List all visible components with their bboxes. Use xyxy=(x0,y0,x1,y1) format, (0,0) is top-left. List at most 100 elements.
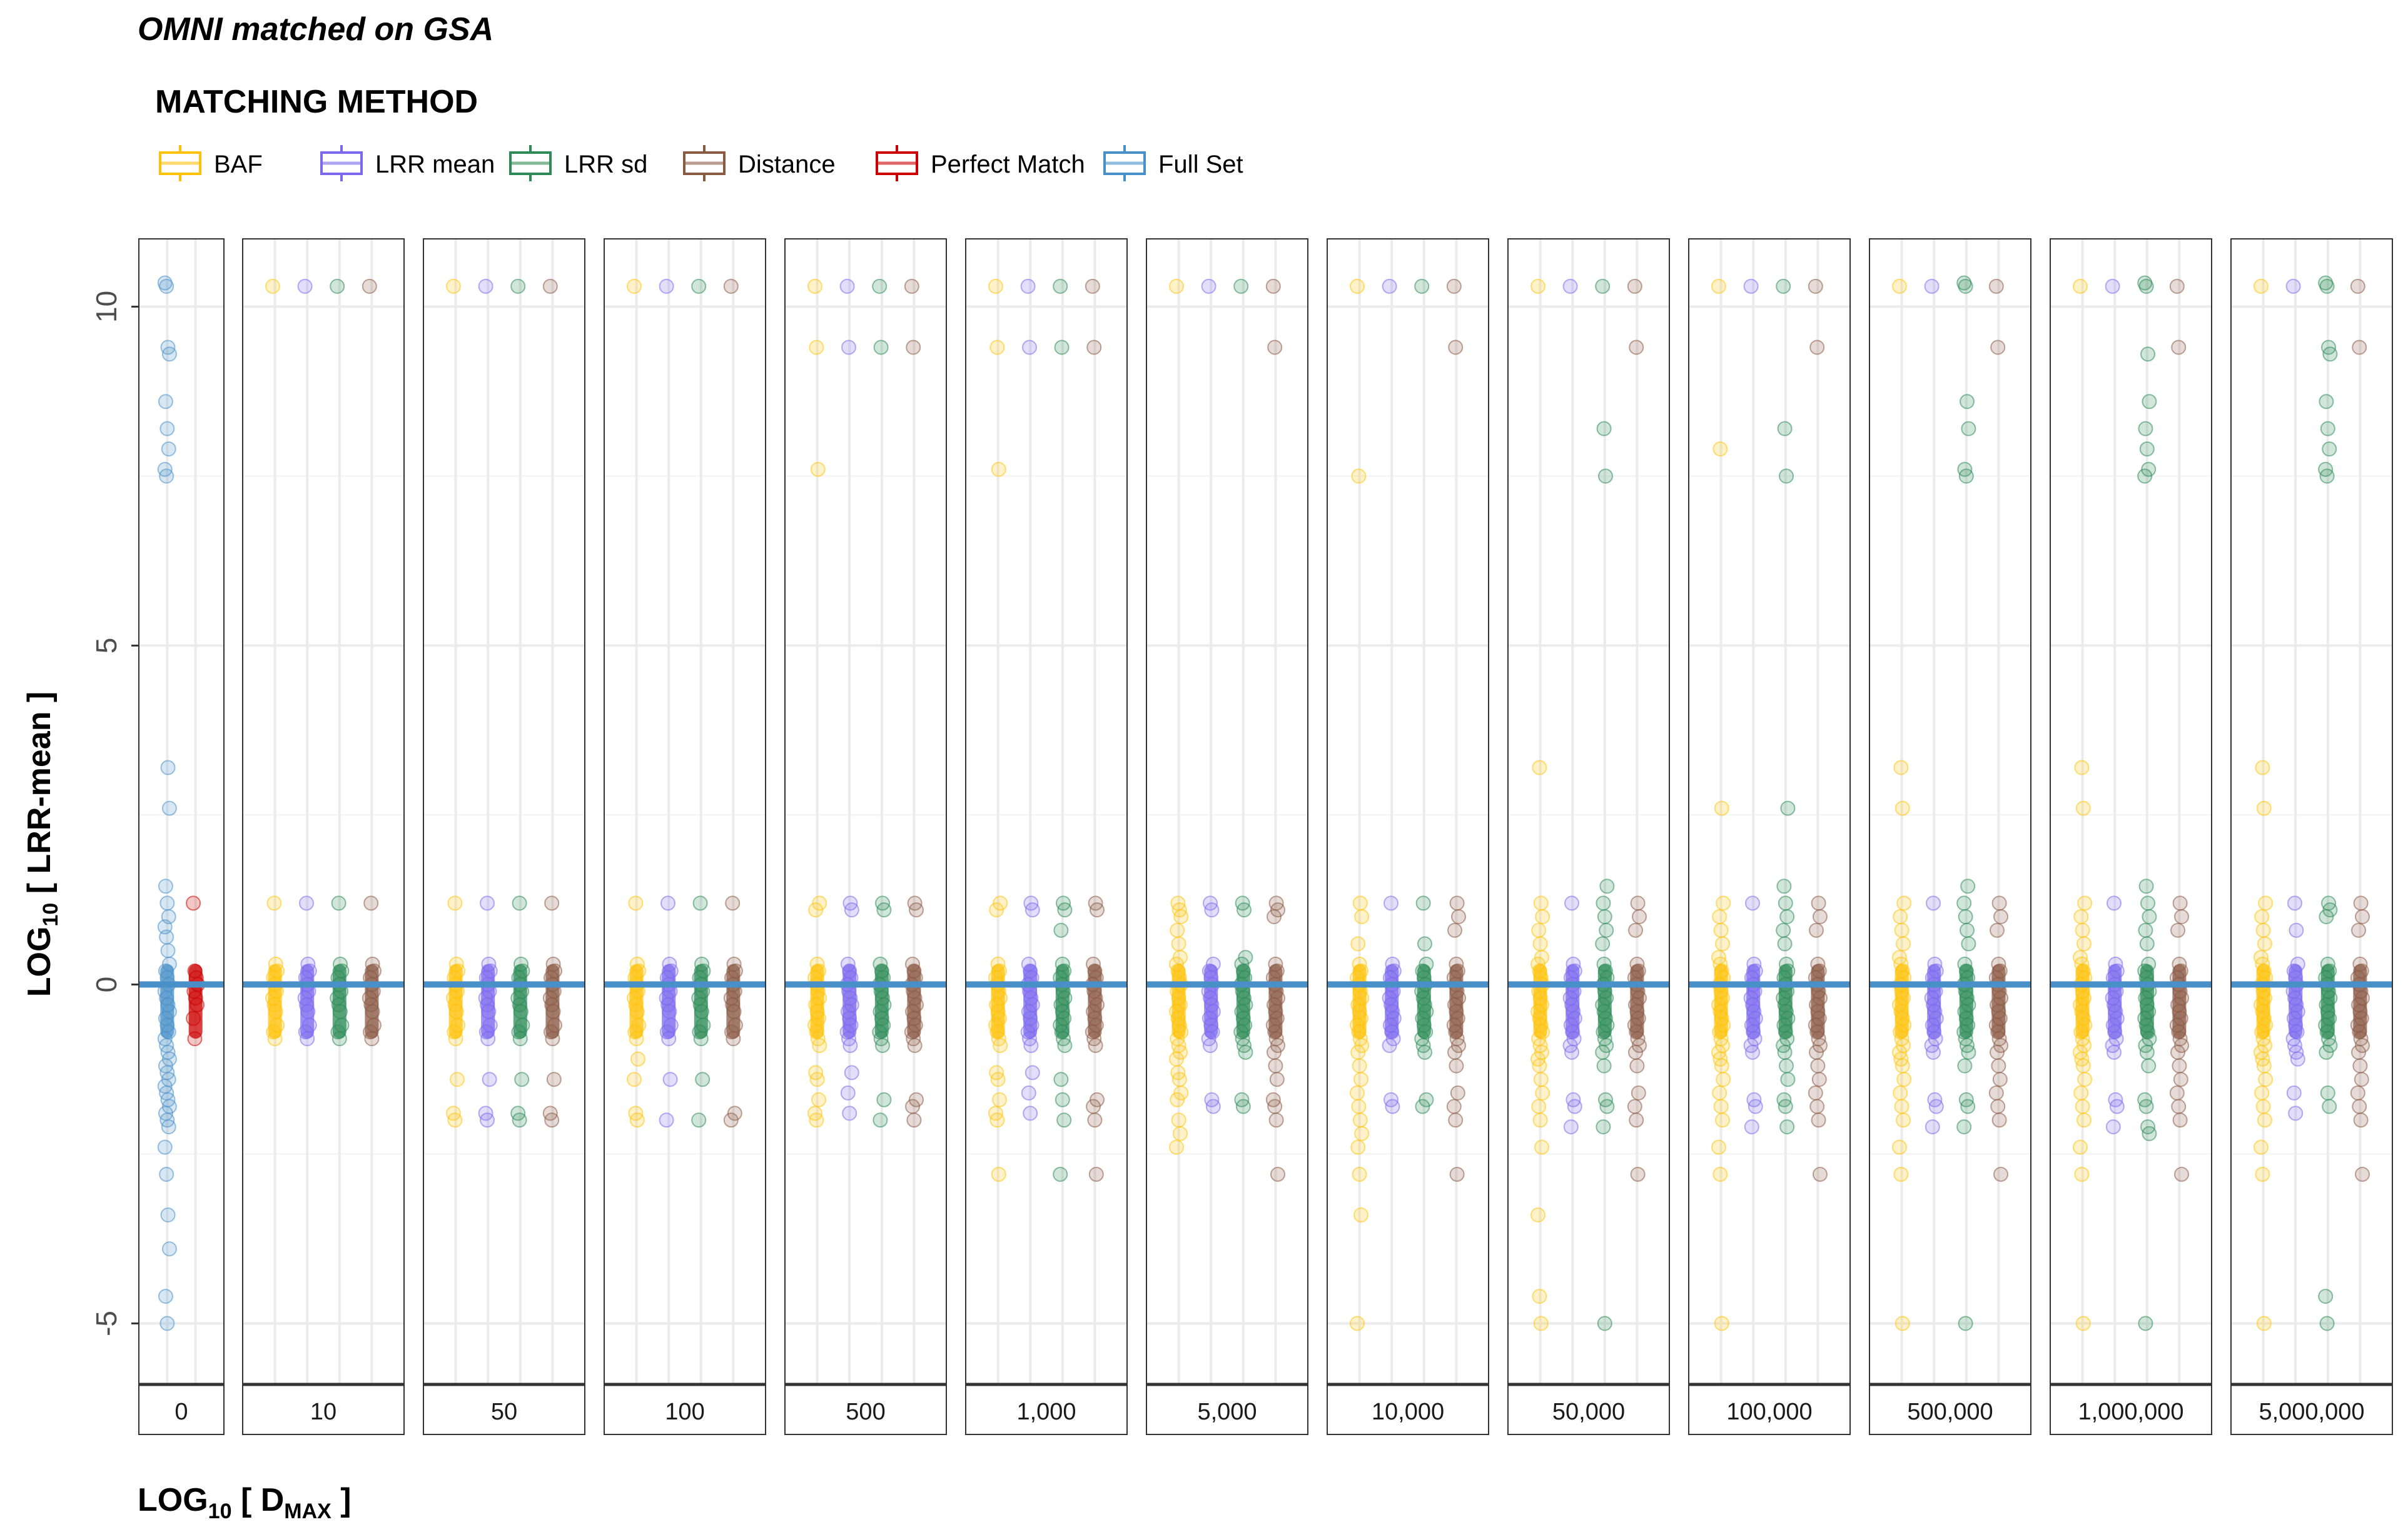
data-point xyxy=(1533,1316,1549,1331)
data-point xyxy=(992,1092,1007,1107)
data-point xyxy=(1958,1316,1973,1331)
data-point xyxy=(1629,1058,1645,1074)
data-point-cluster xyxy=(1352,964,1367,1039)
data-point xyxy=(875,1037,890,1053)
data-point xyxy=(1988,1085,2004,1101)
data-point xyxy=(1956,1119,1972,1135)
panel-background xyxy=(785,239,946,1384)
panel-label: 5,000,000 xyxy=(2259,1399,2364,1425)
data-point xyxy=(1384,895,1399,911)
data-point xyxy=(991,1166,1006,1182)
data-point xyxy=(1350,1044,1366,1060)
data-point xyxy=(1352,1058,1367,1074)
data-point xyxy=(2255,1099,2271,1114)
data-point xyxy=(478,278,493,294)
data-point xyxy=(1350,1085,1365,1101)
data-point xyxy=(807,278,822,294)
data-point xyxy=(1809,1044,1824,1060)
data-point xyxy=(1173,909,1189,925)
data-point xyxy=(2319,468,2335,484)
data-point xyxy=(1960,1099,1976,1114)
data-point xyxy=(2322,346,2338,362)
data-point-cluster xyxy=(1566,964,1580,1039)
data-point xyxy=(1353,1207,1368,1222)
panel: 50,000 xyxy=(1507,238,1670,1435)
y-axis: -5 0 5 10 xyxy=(90,291,139,1336)
data-point xyxy=(2074,760,2090,775)
data-point xyxy=(2142,394,2157,410)
data-point xyxy=(1596,1058,1612,1074)
data-point xyxy=(1088,1037,1103,1053)
data-point xyxy=(1715,936,1730,952)
legend-label: LRR mean xyxy=(375,151,495,178)
data-point xyxy=(2109,1099,2125,1114)
data-point xyxy=(2319,394,2334,410)
series-points xyxy=(988,278,1008,1182)
data-point xyxy=(1599,922,1614,938)
data-point xyxy=(1960,922,1975,938)
data-point-cluster xyxy=(2108,964,2122,1039)
data-point xyxy=(1779,468,1794,484)
panel-label: 100 xyxy=(665,1399,704,1425)
data-point xyxy=(2077,895,2093,911)
data-point-cluster xyxy=(2353,964,2367,1039)
data-point xyxy=(1956,895,1972,911)
data-point xyxy=(2255,922,2271,938)
series-points xyxy=(2285,278,2305,1121)
data-point xyxy=(990,1072,1006,1087)
data-point xyxy=(2139,936,2155,952)
data-point xyxy=(2138,922,2153,938)
data-point xyxy=(1779,1058,1794,1074)
data-point-cluster xyxy=(1088,964,1102,1039)
data-point xyxy=(876,902,892,918)
panel-background xyxy=(1869,239,2031,1384)
data-point xyxy=(1778,895,1793,911)
data-point xyxy=(907,1037,923,1053)
data-point xyxy=(510,278,526,294)
data-point xyxy=(2138,278,2154,294)
panel-strip xyxy=(423,1384,585,1435)
y-axis-label-main: LOG xyxy=(21,927,58,997)
data-point xyxy=(1809,340,1825,355)
data-point xyxy=(725,895,741,911)
data-point xyxy=(1090,902,1105,918)
data-point-cluster xyxy=(545,964,560,1039)
data-point xyxy=(2105,1119,2121,1135)
data-point xyxy=(2351,1044,2366,1060)
data-point xyxy=(988,278,1003,294)
data-point xyxy=(1267,1099,1283,1114)
data-point xyxy=(1204,902,1220,918)
data-point xyxy=(1743,278,1759,294)
data-point xyxy=(158,879,173,894)
panel-background xyxy=(1327,239,1489,1384)
y-axis-label-sub: 10 xyxy=(39,903,63,927)
data-point xyxy=(906,1112,922,1128)
data-point xyxy=(1351,468,1367,484)
data-point-cluster xyxy=(1236,964,1250,1039)
panel: 1,000 xyxy=(965,238,1128,1435)
data-point-cluster xyxy=(694,964,708,1039)
data-point xyxy=(1958,468,1974,484)
data-point xyxy=(363,895,379,911)
data-point xyxy=(1713,1099,1729,1114)
data-point xyxy=(1716,1072,1731,1087)
data-point xyxy=(1532,1112,1548,1128)
data-point-cluster xyxy=(188,964,203,1039)
data-point xyxy=(1991,895,2007,911)
data-point xyxy=(161,1241,177,1257)
data-point xyxy=(1382,1037,1397,1053)
data-point xyxy=(1961,421,1976,436)
data-point xyxy=(2075,1316,2091,1331)
data-point xyxy=(1024,902,1040,918)
data-point xyxy=(1991,1058,2006,1074)
data-point xyxy=(989,902,1004,918)
data-point xyxy=(1715,1112,1730,1128)
data-point xyxy=(1173,1126,1188,1141)
data-point xyxy=(1532,760,1547,775)
panel: 50 xyxy=(423,238,585,1435)
data-point xyxy=(1810,1058,1826,1074)
legend-key xyxy=(683,145,726,181)
data-point xyxy=(159,468,175,484)
data-point xyxy=(1563,1119,1579,1135)
data-point xyxy=(1961,936,1976,952)
